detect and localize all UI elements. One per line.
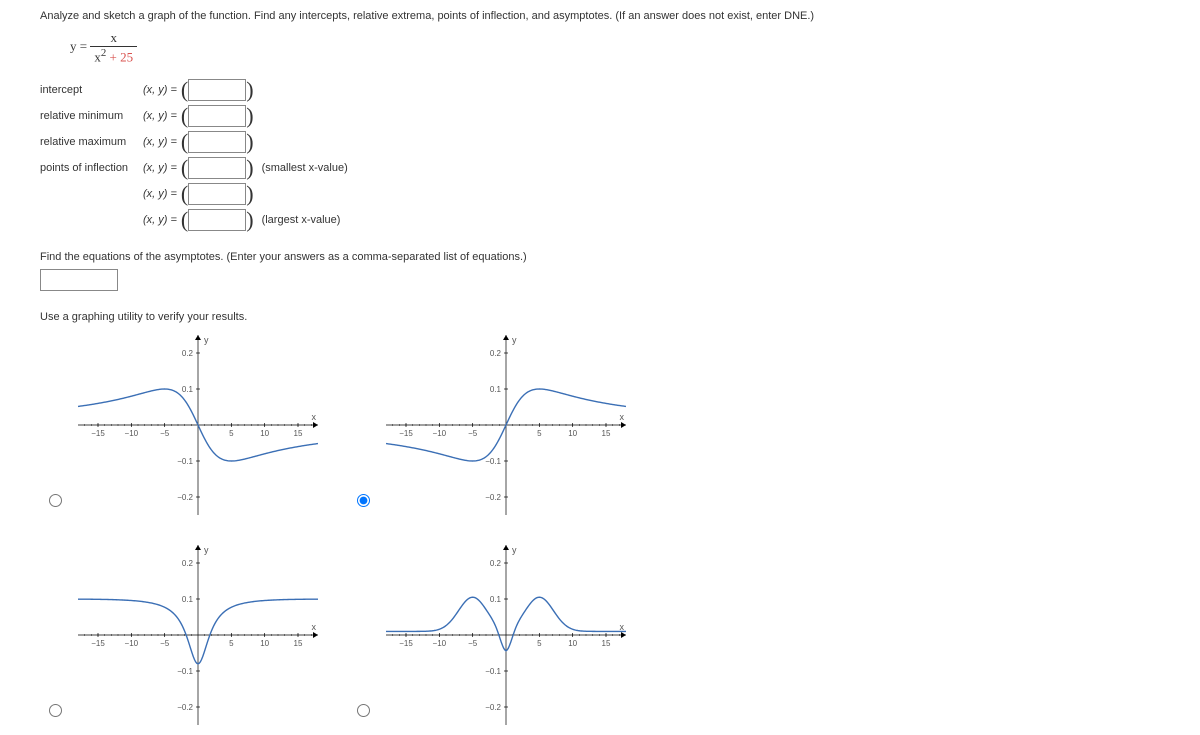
svg-text:x: x: [312, 412, 317, 422]
radio-graph-c[interactable]: [49, 704, 62, 717]
svg-text:−15: −15: [399, 429, 413, 438]
asymptote-prompt: Find the equations of the asymptotes. (E…: [40, 251, 1160, 263]
svg-text:−15: −15: [399, 639, 413, 648]
svg-text:15: 15: [294, 429, 303, 438]
svg-text:−0.1: −0.1: [485, 457, 501, 466]
denominator-constant: + 25: [106, 49, 133, 64]
svg-text:10: 10: [260, 639, 269, 648]
row-poi3: (x, y) = ( ) (largest x-value): [40, 209, 1160, 231]
input-poi3[interactable]: [188, 209, 246, 231]
label-poi: points of inflection: [40, 162, 135, 174]
svg-text:10: 10: [568, 639, 577, 648]
svg-text:−15: −15: [91, 429, 105, 438]
row-poi2: (x, y) = ( ): [40, 183, 1160, 205]
svg-text:−0.1: −0.1: [177, 457, 193, 466]
svg-text:0.2: 0.2: [490, 559, 502, 568]
svg-text:0.1: 0.1: [182, 385, 194, 394]
xy-prefix: (x, y) =: [143, 84, 177, 96]
svg-text:−5: −5: [160, 429, 170, 438]
svg-text:0.1: 0.1: [182, 595, 194, 604]
open-paren: (: [181, 79, 188, 101]
xy-prefix: (x, y) =: [143, 136, 177, 148]
svg-text:5: 5: [537, 639, 542, 648]
svg-text:y: y: [512, 545, 517, 555]
svg-text:−5: −5: [160, 639, 170, 648]
svg-text:x: x: [620, 412, 625, 422]
verify-text: Use a graphing utility to verify your re…: [40, 311, 1160, 323]
label-intercept: intercept: [40, 84, 135, 96]
xy-prefix: (x, y) =: [143, 214, 177, 226]
svg-text:0.2: 0.2: [490, 349, 502, 358]
svg-text:5: 5: [537, 429, 542, 438]
svg-text:−0.2: −0.2: [485, 493, 501, 502]
svg-text:0.2: 0.2: [182, 559, 194, 568]
svg-text:0.1: 0.1: [490, 385, 502, 394]
svg-text:15: 15: [602, 639, 611, 648]
function-formula: y = x x2 + 25: [70, 30, 1160, 65]
xy-prefix: (x, y) =: [143, 188, 177, 200]
row-relmax: relative maximum (x, y) = ( ): [40, 131, 1160, 153]
svg-text:x: x: [312, 622, 317, 632]
svg-text:−0.1: −0.1: [485, 667, 501, 676]
svg-text:10: 10: [260, 429, 269, 438]
radio-graph-a[interactable]: [49, 494, 62, 507]
svg-text:15: 15: [602, 429, 611, 438]
svg-text:0.2: 0.2: [182, 349, 194, 358]
graph-d: x y −15 −10 −5 5 10 15 0.1 0.2 −0.1 −0.2: [386, 545, 646, 725]
svg-text:10: 10: [568, 429, 577, 438]
svg-text:−10: −10: [433, 429, 447, 438]
radio-graph-b[interactable]: [357, 494, 370, 507]
prompt-text: Analyze and sketch a graph of the functi…: [40, 10, 1160, 22]
xy-prefix: (x, y) =: [143, 162, 177, 174]
svg-text:−5: −5: [468, 639, 478, 648]
label-relmax: relative maximum: [40, 136, 135, 148]
xy-prefix: (x, y) =: [143, 110, 177, 122]
graph-a: x y −15 −10 −5 5 10 15 0.1 0.2 −0.1 −0.2: [78, 335, 338, 515]
svg-text:−10: −10: [433, 639, 447, 648]
svg-text:0.1: 0.1: [490, 595, 502, 604]
graph-c: x y −15 −10 −5 5 10 15 0.1 0.2 −0.1 −0.2: [78, 545, 338, 725]
svg-text:−5: −5: [468, 429, 478, 438]
asymptote-section: Find the equations of the asymptotes. (E…: [40, 251, 1160, 291]
svg-text:y: y: [204, 545, 209, 555]
radio-graph-d[interactable]: [357, 704, 370, 717]
note-smallest: (smallest x-value): [262, 162, 348, 174]
row-intercept: intercept (x, y) = ( ): [40, 79, 1160, 101]
row-relmin: relative minimum (x, y) = ( ): [40, 105, 1160, 127]
svg-text:y: y: [204, 335, 209, 345]
svg-text:−0.2: −0.2: [177, 703, 193, 712]
input-poi2[interactable]: [188, 183, 246, 205]
svg-text:y: y: [512, 335, 517, 345]
label-relmin: relative minimum: [40, 110, 135, 122]
input-asymptotes[interactable]: [40, 269, 118, 291]
input-relmax[interactable]: [188, 131, 246, 153]
input-relmin[interactable]: [188, 105, 246, 127]
svg-text:−0.2: −0.2: [177, 493, 193, 502]
close-paren: ): [246, 79, 253, 101]
svg-text:5: 5: [229, 639, 234, 648]
input-intercept[interactable]: [188, 79, 246, 101]
note-largest: (largest x-value): [262, 214, 341, 226]
svg-text:5: 5: [229, 429, 234, 438]
input-poi1[interactable]: [188, 157, 246, 179]
verify-section: Use a graphing utility to verify your re…: [40, 311, 1160, 725]
svg-text:−10: −10: [125, 639, 139, 648]
svg-text:−10: −10: [125, 429, 139, 438]
svg-text:−15: −15: [91, 639, 105, 648]
svg-text:−0.2: −0.2: [485, 703, 501, 712]
row-poi1: points of inflection (x, y) = ( ) (small…: [40, 157, 1160, 179]
svg-text:−0.1: −0.1: [177, 667, 193, 676]
svg-text:x: x: [620, 622, 625, 632]
graph-b: x y −15 −10 −5 5 10 15 0.1 0.2 −0.1 −0.2: [386, 335, 646, 515]
svg-text:15: 15: [294, 639, 303, 648]
